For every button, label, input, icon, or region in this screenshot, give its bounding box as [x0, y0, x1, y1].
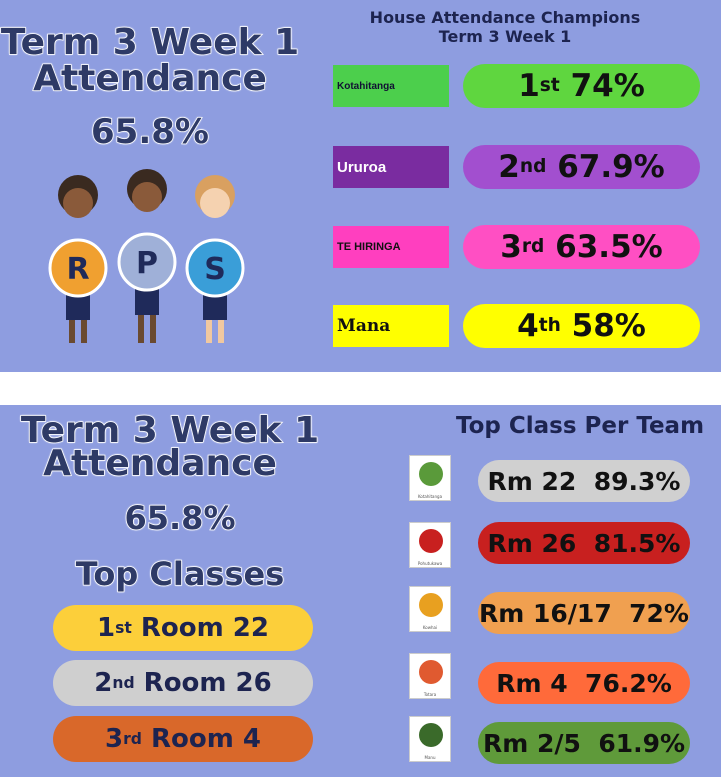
room: Rm 22 [487, 466, 577, 496]
team-icon: Totara [409, 653, 451, 699]
champions-subtitle: Term 3 Week 1 [438, 27, 572, 46]
rank: 3 [500, 229, 522, 265]
bottom-panel: Term 3 Week 1 Attendance 65.8% Top Class… [0, 405, 721, 777]
team-pill: Rm 4 76.2% [478, 662, 690, 704]
icon-label: Manu [424, 755, 436, 760]
icon-symbol [419, 723, 443, 747]
house-value: 74% [570, 68, 645, 104]
letter: S [204, 252, 226, 287]
title: Term 3 Week 1 [20, 409, 320, 452]
icon-label: Kowhai [422, 625, 438, 630]
gap [142, 724, 151, 754]
team-value: 61.9% [598, 728, 686, 758]
room: Rm 2/5 [482, 728, 581, 758]
gap [544, 229, 555, 265]
house-badge: TE HIRINGA [333, 226, 449, 268]
room: Room 26 [143, 668, 272, 698]
rank: 1 [518, 68, 540, 104]
gap [568, 669, 585, 698]
house-badge: Ururoa [333, 146, 449, 188]
gap [132, 613, 141, 643]
team-pill: Rm 2/5 61.9% [478, 722, 690, 764]
icon-symbol [419, 529, 443, 553]
house-badge: Mana [333, 305, 449, 347]
top-classes-title: Top Classes [75, 554, 285, 594]
icon-symbol [419, 462, 443, 486]
per-team-title: Top Class Per Team [455, 413, 705, 439]
house-badge: Kotahitanga [333, 65, 449, 107]
team-value: 81.5% [593, 528, 681, 558]
icon-label: Pohutukawa [417, 561, 443, 566]
gap [581, 729, 598, 758]
house-value: 58% [571, 308, 646, 344]
kids-illustration: R P S [48, 169, 245, 343]
rank: 1 [97, 613, 116, 643]
icon-symbol [419, 660, 443, 684]
house-value: 63.5% [555, 229, 663, 265]
room: Rm 26 [487, 528, 577, 558]
room: Room 22 [140, 613, 269, 643]
team-icon: Kotahitanga [409, 455, 451, 501]
team-icon: Manu [409, 716, 451, 762]
rank: 3 [105, 724, 124, 754]
gap [135, 668, 144, 698]
icon-label: Totara [423, 692, 437, 697]
title: Term 3 Week 1 [0, 21, 300, 64]
rank: 2 [94, 668, 113, 698]
gap [576, 467, 593, 496]
team-icon: Kowhai [409, 586, 451, 632]
team-icon: Pohutukawa [409, 522, 451, 568]
house-value: 67.9% [557, 149, 665, 185]
title: Attendance [32, 57, 267, 100]
room: Room 4 [151, 724, 261, 754]
title: Attendance [42, 442, 277, 485]
room: Rm 16/17 [479, 598, 612, 628]
attendance: 65.8% [124, 498, 237, 538]
room: Rm 4 [496, 668, 568, 698]
team-pill: Rm 26 81.5% [478, 522, 690, 564]
attendance: 65.8% [90, 111, 209, 153]
letter: P [136, 246, 158, 281]
rank: 4 [517, 308, 539, 344]
gap [560, 68, 571, 104]
gap [546, 149, 557, 185]
rank: 2 [498, 149, 520, 185]
team-value: 72% [629, 598, 689, 628]
top-panel: Term 3 Week 1 Attendance 65.8% R P S Hou… [0, 0, 721, 372]
gap [612, 599, 629, 628]
team-pill: Rm 16/17 72% [478, 592, 690, 634]
gap [561, 308, 572, 344]
team-value: 89.3% [593, 466, 681, 496]
team-pill: Rm 22 89.3% [478, 460, 690, 502]
champions-title: House Attendance Champions [369, 8, 641, 27]
team-value: 76.2% [585, 668, 672, 698]
icon-symbol [419, 593, 443, 617]
gap [576, 529, 593, 558]
icon-label: Kotahitanga [417, 494, 443, 499]
letter: R [66, 252, 89, 287]
